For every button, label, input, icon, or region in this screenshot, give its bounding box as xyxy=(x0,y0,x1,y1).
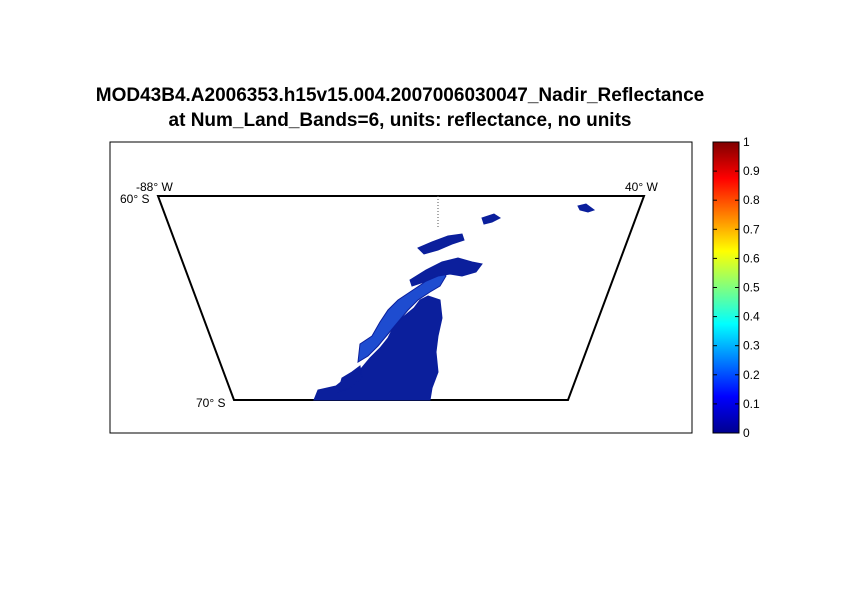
colorbar-tick-label: 0.3 xyxy=(743,339,760,353)
colorbar-tick-label: 0.5 xyxy=(743,281,760,295)
island-small-1 xyxy=(481,213,501,225)
colorbar-tick-label: 0.8 xyxy=(743,193,760,207)
map-boundary xyxy=(156,195,646,401)
label-bottom-left-lat: 70° S xyxy=(196,396,225,410)
colorbar-tick-label: 0.1 xyxy=(743,397,760,411)
peninsula-west-coast xyxy=(357,269,447,363)
peninsula-north xyxy=(409,257,483,287)
island-small-2 xyxy=(577,203,596,213)
peninsula-main xyxy=(313,295,443,401)
colorbar-tick-label: 0.6 xyxy=(743,251,760,265)
colorbar-tick-label: 0 xyxy=(743,426,750,440)
northern-islands xyxy=(417,233,465,255)
colorbar-tick-label: 1 xyxy=(743,135,750,149)
label-top-right-lon: 40° W xyxy=(625,180,658,194)
colorbar-tick-label: 0.4 xyxy=(743,310,760,324)
chart-title-line-1: MOD43B4.A2006353.h15v15.004.200700603004… xyxy=(95,85,705,106)
chart-title-line-2: at Num_Land_Bands=6, units: reflectance,… xyxy=(168,110,632,131)
southern-coast xyxy=(337,365,363,393)
colorbar-tick-label: 0.7 xyxy=(743,222,760,236)
colorbar xyxy=(712,141,740,434)
colorbar-tick-label: 0.9 xyxy=(743,164,760,178)
colorbar-ticks: 0 0.1 0.2 0.3 0.4 0.5 0.6 0.7 0.8 0.9 1 xyxy=(713,135,760,440)
land-mass xyxy=(313,203,596,401)
colorbar-tick-label: 0.2 xyxy=(743,368,760,382)
axes-frame xyxy=(109,141,693,434)
label-top-left-lon: -88° W xyxy=(136,180,173,194)
label-top-left-lat: 60° S xyxy=(120,192,149,206)
